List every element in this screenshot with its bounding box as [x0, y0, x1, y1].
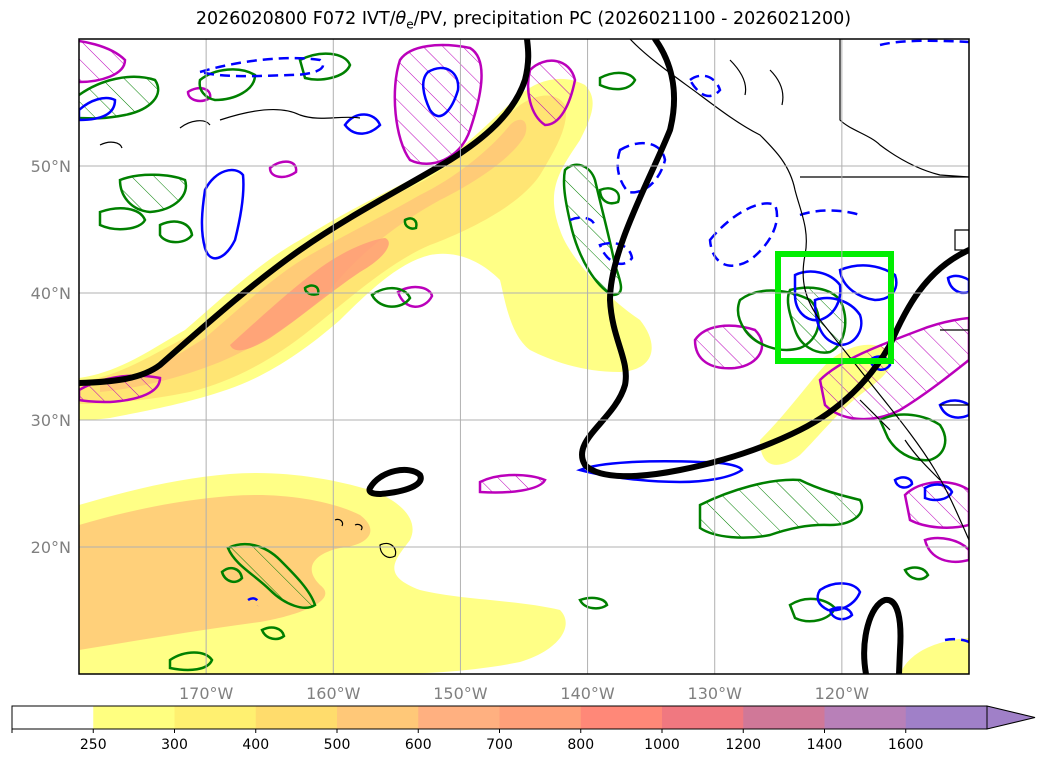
lon-label: 140°W [560, 684, 615, 703]
trough-lines [79, 39, 969, 674]
colorbar-label: 1200 [725, 737, 761, 753]
graticule [79, 39, 969, 674]
title-fields-prefix: IVT/ [361, 9, 396, 29]
lon-label: 170°W [179, 684, 234, 703]
lat-label: 30°N [31, 411, 71, 430]
colorbar-label: 700 [486, 737, 513, 753]
lat-label: 20°N [31, 538, 71, 557]
colorbar-label: 800 [567, 737, 594, 753]
colorbar-segment [662, 706, 744, 729]
lon-label: 150°W [433, 684, 488, 703]
lon-label: 120°W [815, 684, 870, 703]
lat-label: 50°N [31, 157, 71, 176]
colorbar-label: 250 [80, 737, 107, 753]
title-run: 2026020800 [195, 9, 308, 29]
colorbar-label: 500 [324, 737, 351, 753]
colorbar-segment [580, 706, 663, 729]
map-title: 2026020800 F072 IVT/θe/PV, precipitation… [0, 9, 1047, 32]
colorbar-segment [255, 706, 338, 729]
target-box [775, 251, 894, 364]
map-frame [78, 38, 970, 675]
colorbar-label: 300 [161, 737, 188, 753]
lon-label: 160°W [306, 684, 361, 703]
colorbar-segment [743, 706, 825, 729]
colorbar-label: 1400 [807, 737, 843, 753]
colorbar-segment [12, 706, 94, 729]
colorbar-segment [418, 706, 500, 729]
colorbar-segment [905, 706, 988, 729]
title-forecast: F072 [312, 9, 357, 29]
title-fields-suffix: /PV, precipitation PC [413, 9, 592, 29]
colorbar: 250 300 400 500 600 700 800 1000 1200 1400 1600 [11, 705, 1036, 753]
pv-contours [79, 39, 969, 529]
colorbar-label: 1000 [644, 737, 680, 753]
title-theta-sub: e [406, 17, 414, 32]
lon-label: 130°W [688, 684, 743, 703]
precip-contours [79, 52, 947, 672]
theta-dashed-contours [199, 39, 969, 644]
lat-labels: 20°N 30°N 40°N 50°N [31, 157, 71, 557]
colorbar-extend-arrow [986, 705, 1036, 730]
colorbar-segment [337, 706, 419, 729]
colorbar-segment [174, 706, 257, 729]
colorbar-label: 600 [405, 737, 432, 753]
lon-labels: 170°W 160°W 150°W 140°W 130°W 120°W [179, 684, 869, 703]
title-period: (2026021100 - 2026021200) [597, 9, 852, 29]
colorbar-label: 400 [242, 737, 269, 753]
colorbar-segment [93, 706, 175, 729]
colorbar-segment [824, 706, 907, 729]
colorbar-segment [499, 706, 582, 729]
colorbar-label: 1600 [888, 737, 924, 753]
map-layers [79, 39, 969, 674]
title-theta: θ [395, 9, 407, 29]
lat-label: 40°N [31, 284, 71, 303]
